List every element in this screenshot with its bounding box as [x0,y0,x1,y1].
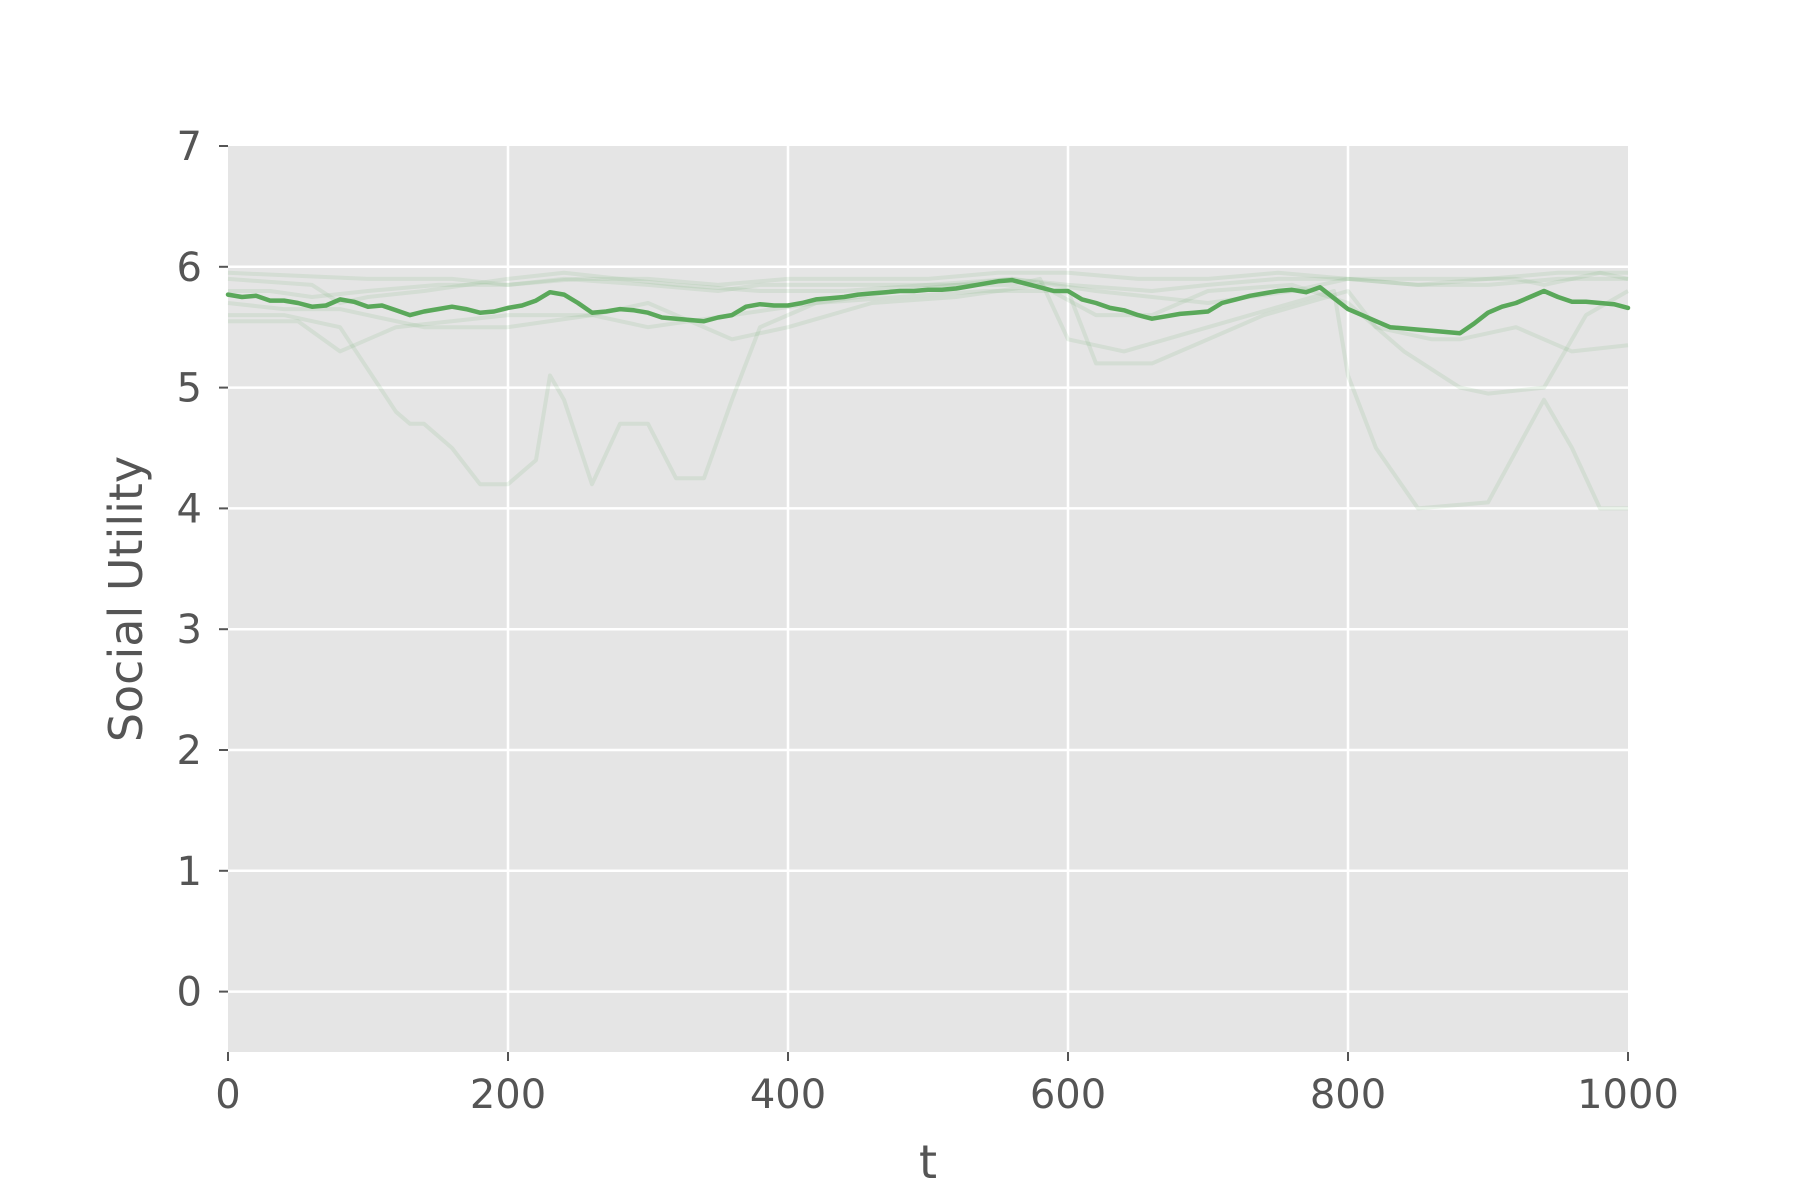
y-tick-label: 1 [177,849,202,895]
x-tick-label: 600 [1030,1072,1106,1118]
y-axis-label: Social Utility [99,456,153,742]
x-tick-label: 1000 [1577,1072,1679,1118]
trial-line [228,282,1629,396]
x-tick-label: 400 [750,1072,826,1118]
trial-line [228,270,1628,299]
x-tick-label: 800 [1310,1072,1386,1118]
y-tick-label: 2 [177,728,202,774]
y-tick-label: 4 [177,486,202,532]
trial-line [227,270,1628,305]
trial-lines [227,270,1629,511]
y-tick-label: 7 [177,124,202,170]
grid-lines [228,146,1628,1052]
x-tick-label: 200 [470,1072,546,1118]
y-tick-label: 0 [177,970,202,1016]
y-tick-label: 6 [177,245,202,291]
trial-line [228,270,1629,487]
x-tick-label: 0 [215,1072,240,1118]
y-tick-label: 5 [177,366,202,412]
mean-line [225,277,1631,336]
mean-line-group [225,277,1631,336]
y-tick-label: 3 [177,607,202,653]
plot-area [228,146,1628,1052]
axis-ticks: 0 200 400 600 800 1000 0 1 2 3 4 5 6 7 [177,124,1679,1118]
trial-line [227,270,1628,511]
x-axis-label: t [919,1135,937,1189]
